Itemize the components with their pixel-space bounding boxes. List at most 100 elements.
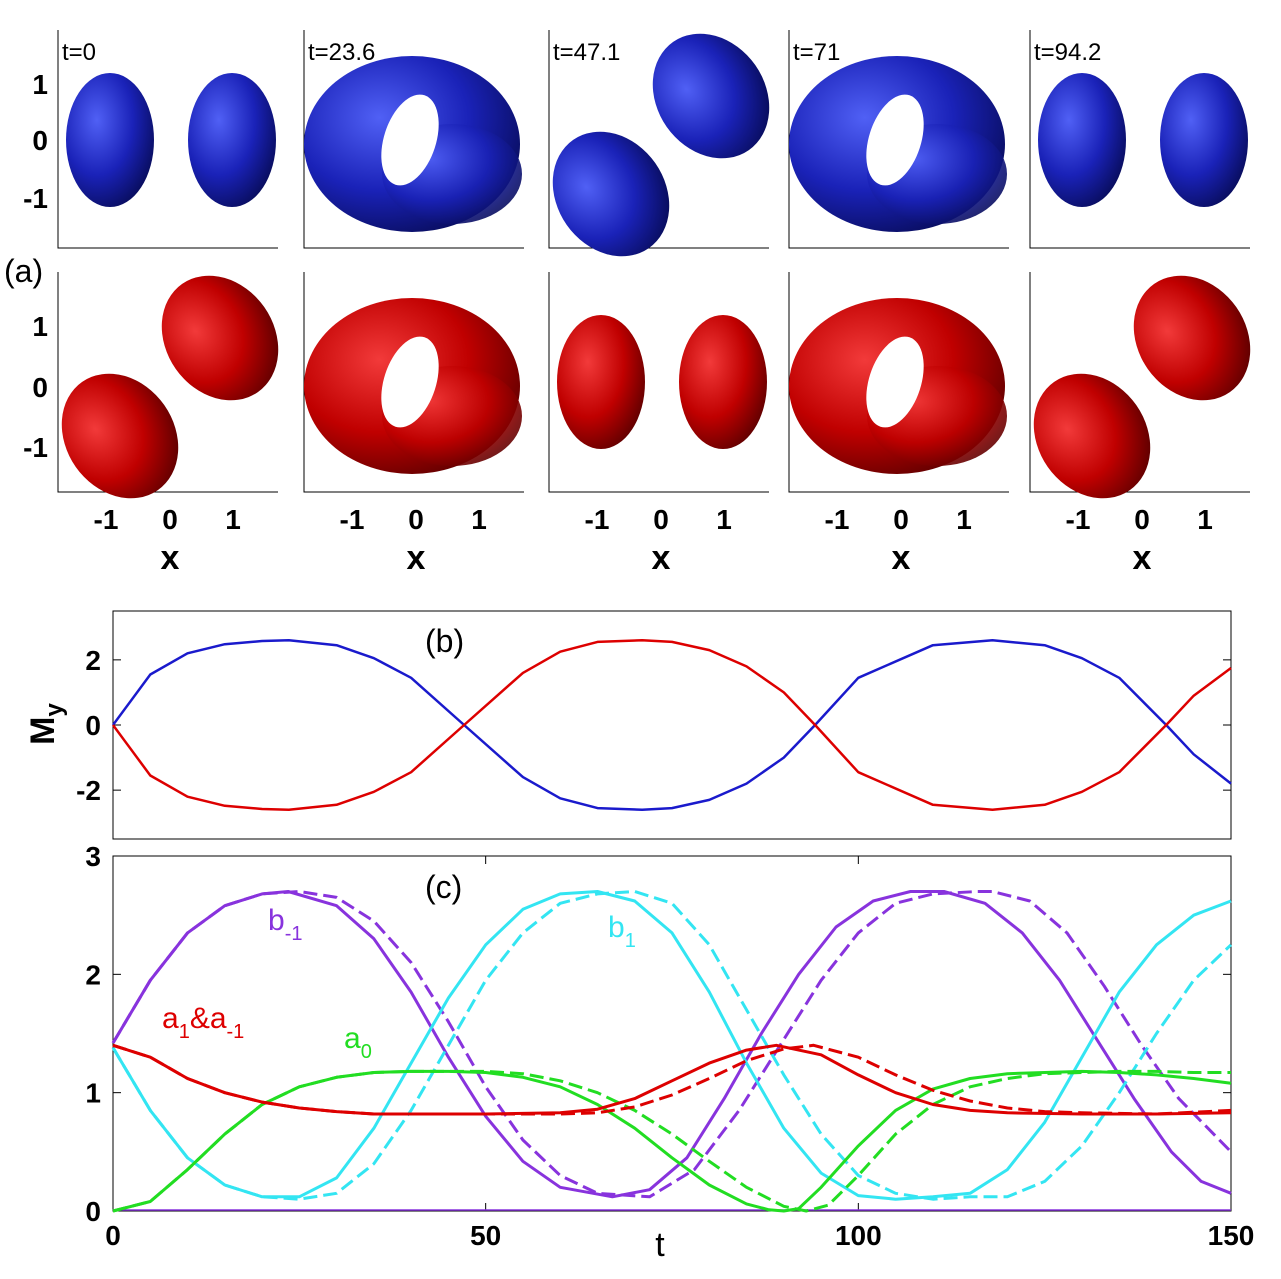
- panel-b-frame: [112, 610, 1232, 840]
- torus-isosurface: [789, 56, 1007, 232]
- label-a1-main: a: [162, 1002, 179, 1035]
- label-b-minus1: b-1: [268, 904, 302, 945]
- x-axis-label: x: [652, 539, 671, 577]
- x-axis-label: x: [161, 539, 180, 577]
- label-b-minus1-main: b: [268, 904, 285, 937]
- lower-left-lobe: [1033, 373, 1151, 499]
- y-tick-label: 0: [85, 710, 101, 741]
- x-tick-label: 1: [716, 504, 732, 535]
- label-b1-main: b: [608, 911, 625, 944]
- x-axis-label: x: [407, 539, 426, 577]
- series-purple-dashed: [111, 890, 1233, 1199]
- lower-left-lobe: [61, 373, 179, 499]
- panel-a: t=0-1 0 1xt=23.6-1 0 1xt=47.1-1 0 1xt=71-1 0 1xt…: [23, 30, 1251, 577]
- x-tick-label: -1: [585, 504, 610, 535]
- y-tick-label: 2: [85, 959, 101, 990]
- x-tick-label: 1: [471, 504, 487, 535]
- y-tick-label: 3: [85, 841, 101, 872]
- right-lobe: [1160, 73, 1248, 207]
- panel-a-label: (a): [4, 253, 43, 289]
- snapshot-axes-top: [57, 30, 278, 249]
- label-b1-sub: 1: [625, 930, 636, 952]
- series-red-dashed: [112, 1043, 1232, 1116]
- lower-left-lobe: [552, 131, 670, 257]
- snapshot-column: t=0 -1 0 1 x: [57, 30, 279, 577]
- x-tick-label: -1: [825, 504, 850, 535]
- x-tick-label: -1: [94, 504, 119, 535]
- x-tick-label: 0: [1134, 504, 1150, 535]
- time-label: t=47.1: [553, 39, 620, 66]
- upper-right-lobe: [161, 275, 279, 401]
- y-tick-label: 2: [85, 645, 101, 676]
- ylabel-main: M: [24, 717, 62, 745]
- right-lobe: [679, 315, 767, 449]
- y-tick-label: 1: [32, 69, 48, 100]
- y-tick-label: 0: [32, 372, 48, 403]
- panel-b: 2 0 -2 (b) My: [24, 610, 1232, 840]
- series-cyan-dashed: [111, 890, 1233, 1201]
- label-b1: b1: [608, 911, 636, 952]
- snapshot-axes-top: [788, 30, 1009, 249]
- snapshot-axes-bottom: [548, 272, 769, 493]
- torus-isosurface: [304, 298, 522, 474]
- x-tick-label: 0: [162, 504, 178, 535]
- x-tick-label: 100: [835, 1220, 882, 1251]
- my-series-red: [111, 639, 1232, 811]
- x-tick-label: 1: [225, 504, 241, 535]
- time-label: t=94.2: [1034, 39, 1101, 66]
- upper-right-lobe: [652, 33, 770, 159]
- y-tick-label: 0: [32, 125, 48, 156]
- snapshot-column: t=71 -1 0 1 x: [788, 30, 1009, 577]
- series-red-solid: [112, 1043, 1232, 1116]
- y-tick-label: 1: [85, 1078, 101, 1109]
- time-label: t=71: [793, 39, 840, 66]
- series-purple-solid: [111, 890, 1232, 1199]
- x-axis-label: x: [892, 539, 911, 577]
- left-lobe: [66, 73, 154, 207]
- time-label: t=0: [62, 39, 96, 66]
- torus-isosurface: [789, 298, 1007, 474]
- panel-c-label: (c): [425, 869, 462, 905]
- label-a0-main: a: [344, 1022, 361, 1055]
- label-a1-mid: &a: [190, 1002, 227, 1035]
- label-am1-sub: -1: [227, 1021, 245, 1043]
- x-tick-label: -1: [340, 504, 365, 535]
- right-lobe: [188, 73, 276, 207]
- snapshot-axes-bottom: [788, 272, 1009, 493]
- left-lobe: [557, 315, 645, 449]
- x-tick-label: 50: [470, 1220, 501, 1251]
- snapshot-axes-bottom: [57, 272, 278, 493]
- snapshot-column: t=23.6 -1 0 1 x: [303, 30, 524, 577]
- panel-b-label: (b): [425, 623, 464, 659]
- my-series-blue: [111, 639, 1232, 811]
- snapshot-column: t=94.2 -1 0 1 x: [1029, 30, 1251, 577]
- upper-right-lobe: [1133, 275, 1251, 401]
- series-green-dashed: [112, 1069, 1231, 1213]
- x-tick-label: 0: [105, 1220, 121, 1251]
- label-a0: a0: [344, 1022, 372, 1063]
- snapshot-axes-top: [1029, 30, 1250, 249]
- series-cyan-solid: [111, 890, 1232, 1201]
- svg-text:My: My: [24, 703, 68, 745]
- y-tick-label: -1: [23, 183, 48, 214]
- x-tick-label: 1: [1197, 504, 1213, 535]
- torus-isosurface: [304, 56, 522, 232]
- snapshot-axes-top: [548, 30, 769, 249]
- snapshot-axes-top: [303, 30, 524, 249]
- x-tick-label: 0: [893, 504, 909, 535]
- y-tick-label: 0: [85, 1196, 101, 1227]
- label-b-minus1-sub: -1: [285, 923, 303, 945]
- snapshot-axes-bottom: [303, 272, 524, 493]
- panel-c-frame: [112, 855, 1232, 1212]
- snapshot-axes-bottom: [1029, 272, 1250, 493]
- x-axis-label: x: [1133, 539, 1152, 577]
- y-tick-label: -2: [76, 775, 101, 806]
- ylabel-sub: y: [41, 703, 68, 717]
- x-tick-label: -1: [1066, 504, 1091, 535]
- x-tick-label: 0: [408, 504, 424, 535]
- x-tick-label: 150: [1208, 1220, 1255, 1251]
- x-tick-label: 0: [653, 504, 669, 535]
- snapshot-column: t=47.1 -1 0 1 x: [548, 30, 770, 577]
